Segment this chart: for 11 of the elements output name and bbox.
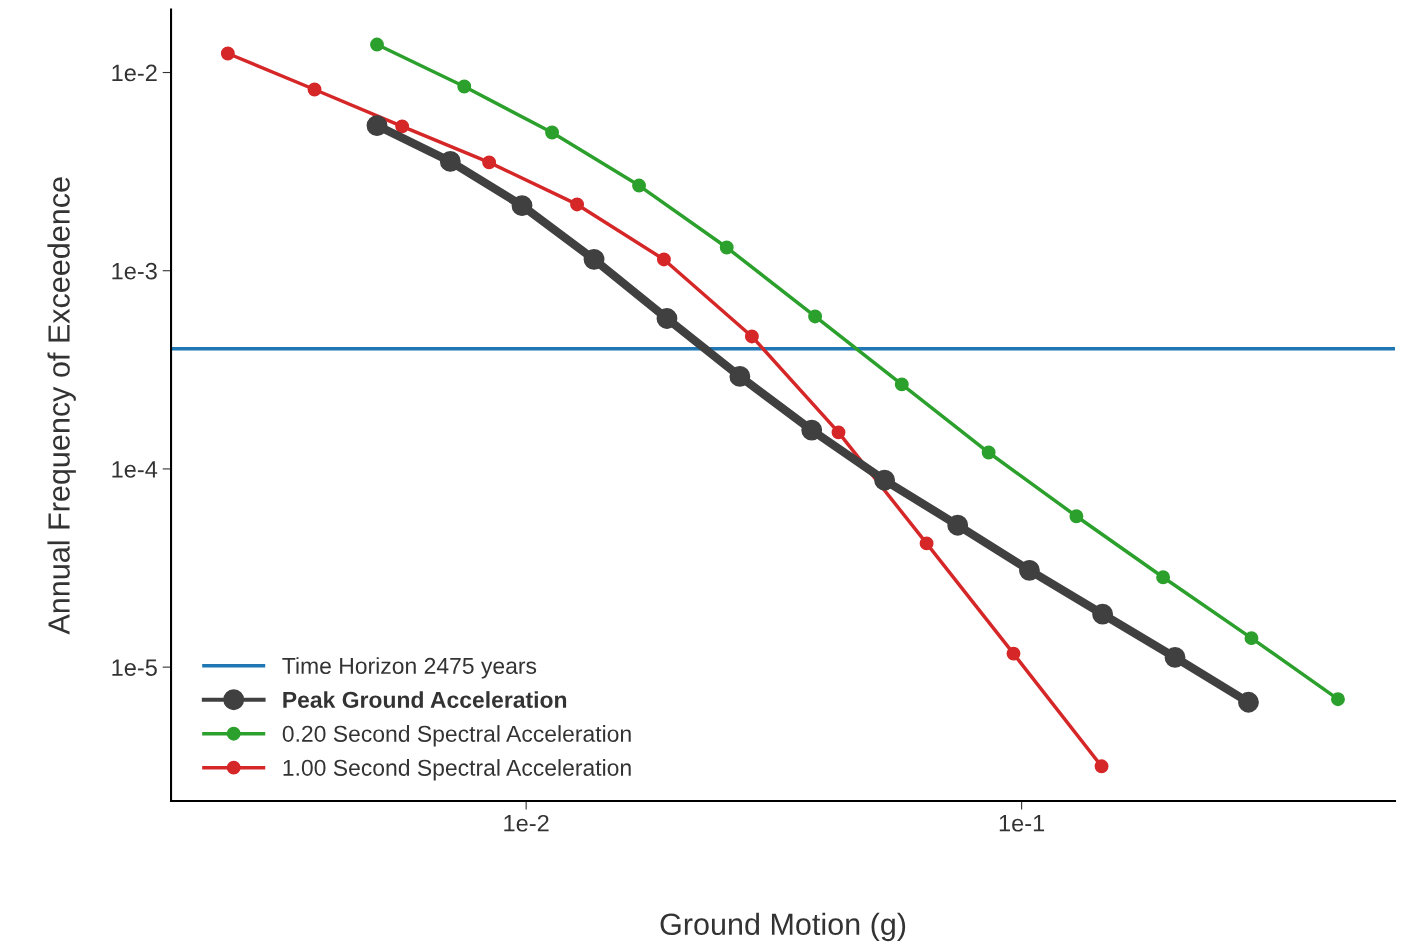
- x-axis-title: Ground Motion (g): [660, 912, 906, 942]
- y-tick-label: 1e-3: [112, 262, 157, 280]
- legend-label: Peak Ground Acceleration: [283, 691, 567, 708]
- y-tick-label: 1e-4: [112, 461, 158, 478]
- legend-label: 0.20 Second Spectral Acceleration: [282, 725, 631, 747]
- legend-label: 1.00 Second Spectral Acceleration: [283, 759, 631, 781]
- legend-label: Time Horizon 2475 years: [282, 657, 537, 679]
- y-tick-label: 1e-2: [112, 64, 157, 82]
- x-tick-label: 1e-1: [999, 815, 1045, 832]
- y-tick-label: 1e-5: [112, 659, 157, 676]
- y-axis-title: Annual Frequency of Exceedence: [47, 177, 76, 635]
